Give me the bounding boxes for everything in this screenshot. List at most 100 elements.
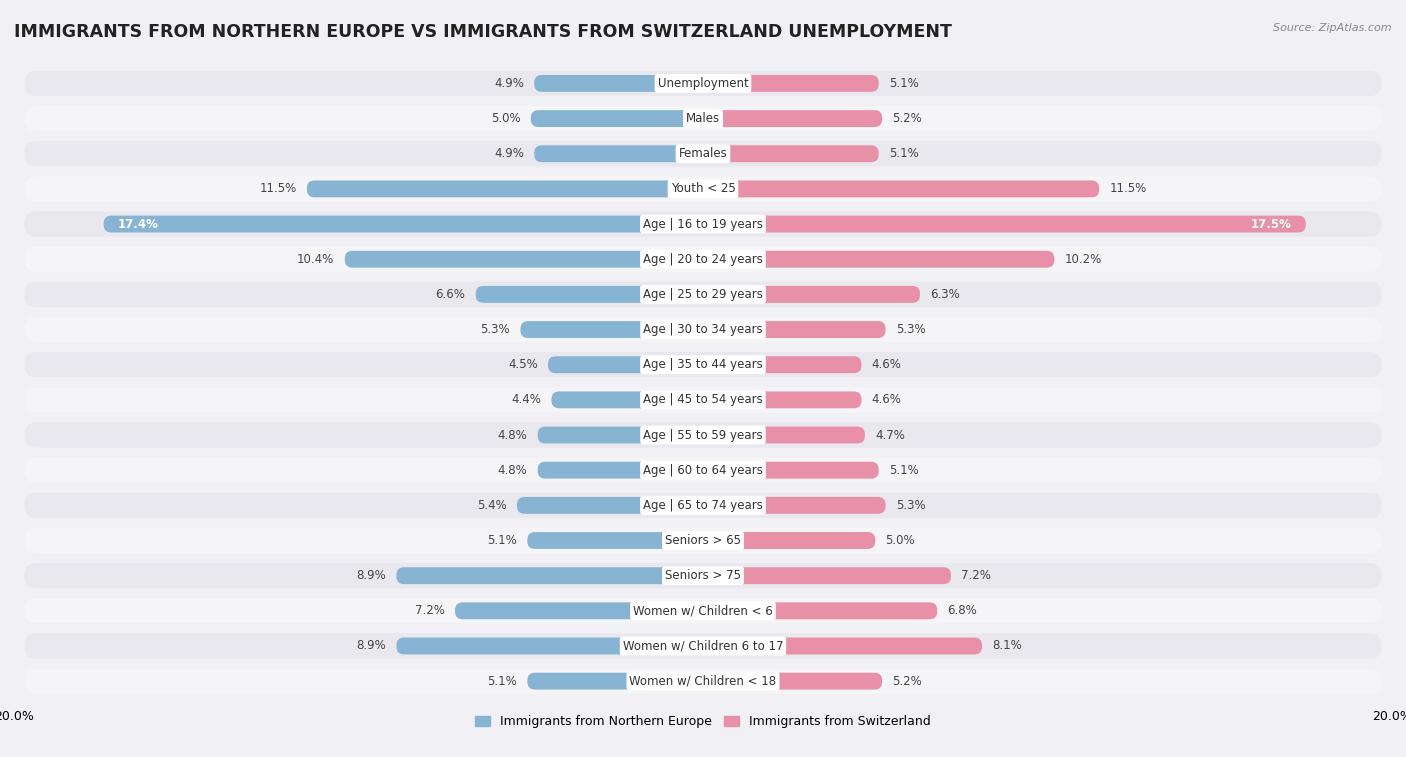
Text: IMMIGRANTS FROM NORTHERN EUROPE VS IMMIGRANTS FROM SWITZERLAND UNEMPLOYMENT: IMMIGRANTS FROM NORTHERN EUROPE VS IMMIG… xyxy=(14,23,952,41)
Text: 4.6%: 4.6% xyxy=(872,358,901,371)
FancyBboxPatch shape xyxy=(703,673,882,690)
Text: 5.2%: 5.2% xyxy=(893,674,922,687)
FancyBboxPatch shape xyxy=(475,286,703,303)
Text: Source: ZipAtlas.com: Source: ZipAtlas.com xyxy=(1274,23,1392,33)
FancyBboxPatch shape xyxy=(517,497,703,514)
Text: Women w/ Children < 6: Women w/ Children < 6 xyxy=(633,604,773,617)
Text: Seniors > 75: Seniors > 75 xyxy=(665,569,741,582)
FancyBboxPatch shape xyxy=(307,180,703,198)
FancyBboxPatch shape xyxy=(703,110,882,127)
Text: 11.5%: 11.5% xyxy=(259,182,297,195)
Text: Youth < 25: Youth < 25 xyxy=(671,182,735,195)
Text: 8.9%: 8.9% xyxy=(356,640,387,653)
Text: Age | 55 to 59 years: Age | 55 to 59 years xyxy=(643,428,763,441)
FancyBboxPatch shape xyxy=(534,145,703,162)
Text: 10.2%: 10.2% xyxy=(1064,253,1102,266)
FancyBboxPatch shape xyxy=(703,532,875,549)
FancyBboxPatch shape xyxy=(24,668,1382,694)
FancyBboxPatch shape xyxy=(344,251,703,268)
FancyBboxPatch shape xyxy=(703,637,981,655)
Text: Age | 20 to 24 years: Age | 20 to 24 years xyxy=(643,253,763,266)
Text: Age | 60 to 64 years: Age | 60 to 64 years xyxy=(643,464,763,477)
FancyBboxPatch shape xyxy=(24,422,1382,447)
FancyBboxPatch shape xyxy=(703,75,879,92)
Text: 8.9%: 8.9% xyxy=(356,569,387,582)
FancyBboxPatch shape xyxy=(537,427,703,444)
FancyBboxPatch shape xyxy=(703,603,938,619)
Text: Women w/ Children 6 to 17: Women w/ Children 6 to 17 xyxy=(623,640,783,653)
FancyBboxPatch shape xyxy=(527,673,703,690)
Text: 4.9%: 4.9% xyxy=(494,148,524,160)
FancyBboxPatch shape xyxy=(703,321,886,338)
Text: 5.0%: 5.0% xyxy=(491,112,520,125)
FancyBboxPatch shape xyxy=(24,457,1382,483)
FancyBboxPatch shape xyxy=(520,321,703,338)
FancyBboxPatch shape xyxy=(24,493,1382,518)
Text: Seniors > 65: Seniors > 65 xyxy=(665,534,741,547)
FancyBboxPatch shape xyxy=(548,357,703,373)
Text: 4.5%: 4.5% xyxy=(508,358,537,371)
FancyBboxPatch shape xyxy=(531,110,703,127)
FancyBboxPatch shape xyxy=(24,282,1382,307)
Text: Women w/ Children < 18: Women w/ Children < 18 xyxy=(630,674,776,687)
FancyBboxPatch shape xyxy=(24,634,1382,659)
FancyBboxPatch shape xyxy=(703,462,879,478)
Text: 5.1%: 5.1% xyxy=(889,77,918,90)
FancyBboxPatch shape xyxy=(24,352,1382,377)
Text: 4.6%: 4.6% xyxy=(872,394,901,407)
Text: Age | 30 to 34 years: Age | 30 to 34 years xyxy=(643,323,763,336)
Text: 5.1%: 5.1% xyxy=(488,674,517,687)
Text: 5.1%: 5.1% xyxy=(488,534,517,547)
Text: Age | 25 to 29 years: Age | 25 to 29 years xyxy=(643,288,763,301)
FancyBboxPatch shape xyxy=(24,70,1382,96)
FancyBboxPatch shape xyxy=(24,528,1382,553)
Text: 4.9%: 4.9% xyxy=(494,77,524,90)
FancyBboxPatch shape xyxy=(24,211,1382,237)
FancyBboxPatch shape xyxy=(703,145,879,162)
Text: 10.4%: 10.4% xyxy=(297,253,335,266)
Text: Age | 35 to 44 years: Age | 35 to 44 years xyxy=(643,358,763,371)
FancyBboxPatch shape xyxy=(456,603,703,619)
Text: Age | 45 to 54 years: Age | 45 to 54 years xyxy=(643,394,763,407)
Text: 4.7%: 4.7% xyxy=(875,428,905,441)
FancyBboxPatch shape xyxy=(703,251,1054,268)
Text: 5.1%: 5.1% xyxy=(889,148,918,160)
Text: 4.8%: 4.8% xyxy=(498,428,527,441)
FancyBboxPatch shape xyxy=(703,497,886,514)
Text: 7.2%: 7.2% xyxy=(962,569,991,582)
FancyBboxPatch shape xyxy=(396,637,703,655)
FancyBboxPatch shape xyxy=(551,391,703,408)
Text: 5.3%: 5.3% xyxy=(481,323,510,336)
Text: Age | 16 to 19 years: Age | 16 to 19 years xyxy=(643,217,763,231)
FancyBboxPatch shape xyxy=(534,75,703,92)
Text: 7.2%: 7.2% xyxy=(415,604,444,617)
FancyBboxPatch shape xyxy=(537,462,703,478)
Text: 5.0%: 5.0% xyxy=(886,534,915,547)
Text: 4.4%: 4.4% xyxy=(512,394,541,407)
FancyBboxPatch shape xyxy=(527,532,703,549)
FancyBboxPatch shape xyxy=(703,427,865,444)
FancyBboxPatch shape xyxy=(24,141,1382,167)
FancyBboxPatch shape xyxy=(24,388,1382,413)
Text: 17.4%: 17.4% xyxy=(117,217,159,231)
FancyBboxPatch shape xyxy=(703,567,950,584)
FancyBboxPatch shape xyxy=(703,180,1099,198)
FancyBboxPatch shape xyxy=(24,317,1382,342)
Text: 5.4%: 5.4% xyxy=(477,499,506,512)
Text: 4.8%: 4.8% xyxy=(498,464,527,477)
FancyBboxPatch shape xyxy=(24,247,1382,272)
Text: 8.1%: 8.1% xyxy=(993,640,1022,653)
FancyBboxPatch shape xyxy=(24,106,1382,131)
Text: 6.3%: 6.3% xyxy=(931,288,960,301)
Text: 5.3%: 5.3% xyxy=(896,499,925,512)
FancyBboxPatch shape xyxy=(703,286,920,303)
Text: Males: Males xyxy=(686,112,720,125)
Text: 5.1%: 5.1% xyxy=(889,464,918,477)
FancyBboxPatch shape xyxy=(104,216,703,232)
Text: Unemployment: Unemployment xyxy=(658,77,748,90)
FancyBboxPatch shape xyxy=(396,567,703,584)
Text: 6.6%: 6.6% xyxy=(436,288,465,301)
FancyBboxPatch shape xyxy=(703,357,862,373)
Text: 6.8%: 6.8% xyxy=(948,604,977,617)
Text: 17.5%: 17.5% xyxy=(1251,217,1292,231)
